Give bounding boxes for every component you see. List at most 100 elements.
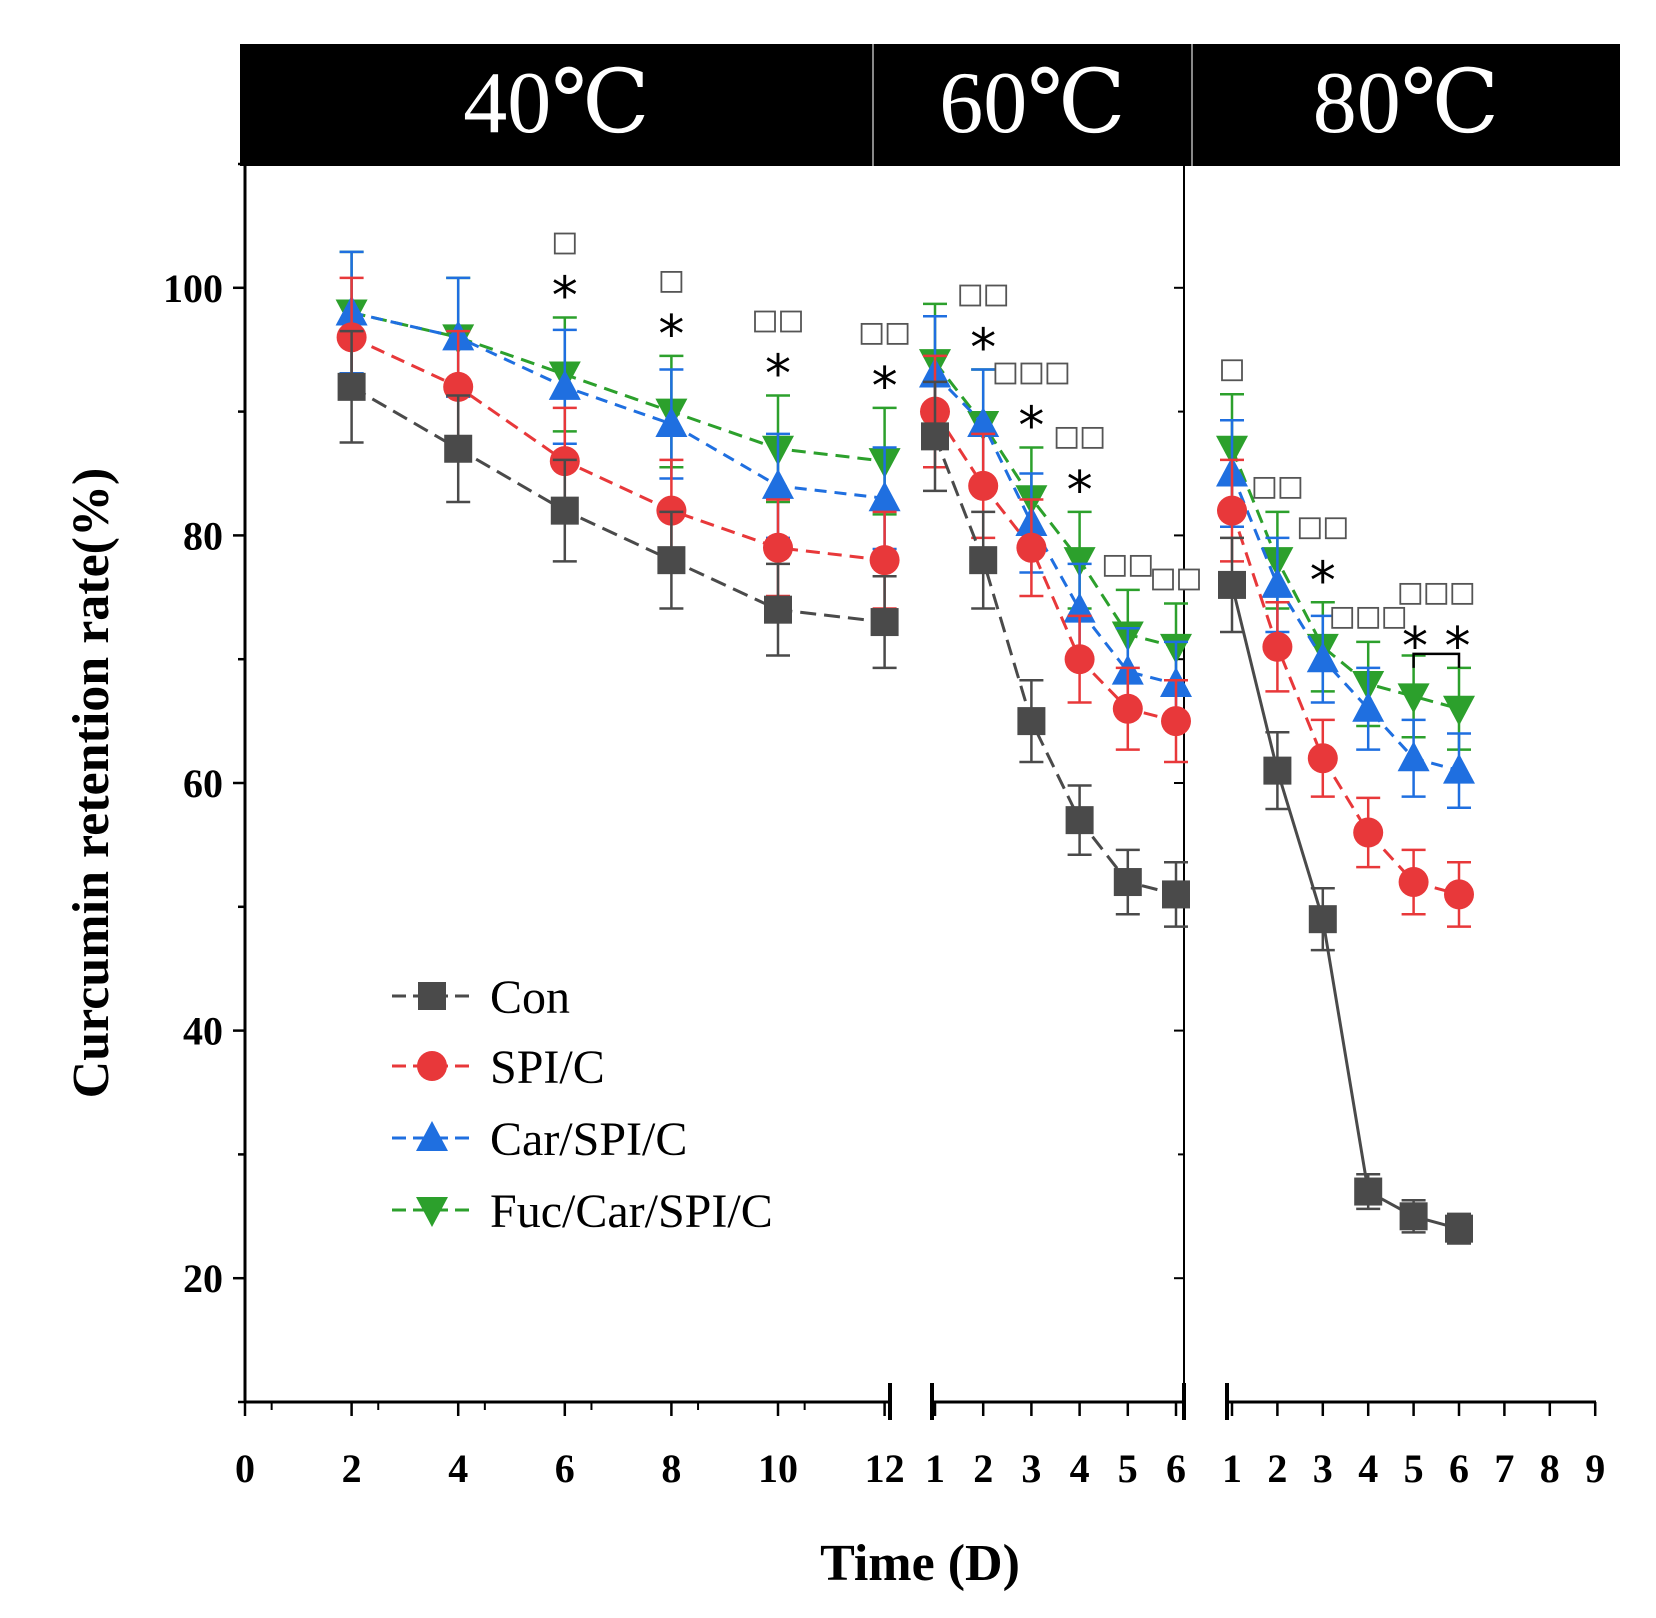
x-tick-label: 4	[1070, 1446, 1090, 1491]
data-point	[1161, 706, 1191, 737]
legend-item-con: Con	[392, 971, 570, 1024]
x-tick-label: 2	[1267, 1446, 1287, 1491]
significance-square	[553, 232, 576, 255]
data-point	[1354, 1177, 1383, 1206]
significance-square	[1279, 476, 1302, 499]
significance-star: *	[1310, 551, 1336, 611]
legend-label: SPI/C	[490, 1041, 605, 1094]
x-tick-label: 3	[1313, 1446, 1333, 1491]
y-tick-label: 80	[183, 513, 223, 558]
significance-square	[754, 310, 776, 333]
significance-square	[1383, 606, 1406, 629]
data-point	[1397, 683, 1430, 714]
y-axis: 20 40 60 80 100 Curcumin retention rate(%)	[63, 162, 247, 1404]
series-con	[1218, 536, 1473, 1245]
x-tick-label: 1	[925, 1446, 945, 1491]
significance-square	[994, 362, 1017, 385]
data-point	[967, 406, 1000, 437]
series-con	[921, 380, 1190, 928]
data-point	[1307, 743, 1338, 774]
y-tick-label: 20	[183, 1256, 223, 1301]
y-tick-label: 40	[183, 1009, 223, 1054]
significance-star: *	[552, 267, 578, 327]
data-point	[1112, 693, 1143, 724]
series-line	[1230, 510, 1460, 896]
significance-square	[1399, 582, 1422, 605]
x-tick-label: 0	[235, 1446, 255, 1491]
significance-square	[660, 270, 683, 293]
significance-star: *	[765, 345, 791, 405]
series-line	[1230, 584, 1460, 1231]
x-tick-label: 6	[1449, 1446, 1469, 1491]
data-point	[548, 369, 581, 400]
x-tick-label: 5	[1404, 1446, 1424, 1491]
data-point	[1262, 631, 1293, 662]
series-line	[351, 311, 885, 500]
panel-1-annotations: * * *	[959, 284, 1200, 591]
legend-label: Con	[490, 971, 570, 1024]
data-point	[870, 608, 899, 637]
data-point	[763, 532, 793, 563]
data-point	[1064, 644, 1095, 675]
data-point	[1397, 741, 1430, 772]
significance-square	[1324, 517, 1347, 540]
data-point	[1306, 642, 1339, 673]
x-tick-label: 6	[555, 1446, 575, 1491]
series-line	[933, 435, 1177, 896]
data-point	[337, 372, 366, 401]
legend-marker	[418, 982, 446, 1010]
panel-0-data	[335, 250, 901, 670]
header-label-0: 40℃	[463, 55, 649, 152]
legend-item-fuc-car-spi-c: Fuc/Car/SPI/C	[392, 1185, 773, 1238]
data-point	[550, 496, 579, 525]
significance-square	[1357, 606, 1380, 629]
header-label-1: 60℃	[939, 55, 1125, 152]
x-tick-label: 8	[1540, 1446, 1560, 1491]
data-point	[1263, 756, 1292, 785]
legend-label: Car/SPI/C	[490, 1113, 687, 1166]
significance-square	[1178, 568, 1200, 591]
x-tick-label: 10	[758, 1446, 798, 1491]
legend-label: Fuc/Car/SPI/C	[490, 1185, 773, 1238]
data-point	[764, 595, 792, 624]
data-point	[1444, 879, 1474, 910]
data-point	[1443, 753, 1475, 784]
data-point	[1261, 567, 1294, 598]
data-point	[1162, 880, 1190, 909]
x-tick-label: 2	[342, 1446, 362, 1491]
data-point	[1017, 707, 1046, 736]
panel-1-data	[919, 302, 1192, 928]
temperature-header: 40℃ 60℃ 80℃	[240, 44, 1620, 166]
significance-square	[959, 284, 982, 307]
data-point	[1063, 547, 1096, 578]
series-line	[933, 361, 1177, 649]
x-tick-label: 2	[973, 1446, 993, 1491]
significance-square	[780, 310, 802, 333]
data-point	[1217, 495, 1247, 526]
data-point	[444, 434, 473, 463]
y-tick-label: 60	[183, 761, 223, 806]
data-point	[655, 406, 688, 437]
significance-square	[1451, 582, 1474, 605]
data-point	[921, 422, 949, 451]
legend-marker	[416, 1121, 448, 1151]
significance-square	[1221, 359, 1243, 382]
legend-item-car-spi-c: Car/SPI/C	[392, 1113, 687, 1166]
data-point	[1353, 817, 1384, 848]
header-bar	[240, 44, 1620, 166]
data-point	[869, 545, 900, 576]
significance-star: * *	[1402, 617, 1471, 677]
significance-square	[1046, 362, 1069, 385]
significance-star: *	[970, 319, 996, 379]
legend-item-spi-c: SPI/C	[392, 1041, 605, 1094]
x-tick-label: 1	[1222, 1446, 1242, 1491]
significance-square	[1081, 426, 1104, 449]
significance-square	[1020, 362, 1043, 385]
significance-star: *	[658, 305, 684, 365]
data-point	[657, 546, 686, 575]
significance-square	[1103, 554, 1126, 577]
x-tick-label: 3	[1021, 1446, 1041, 1491]
data-point	[1445, 1214, 1473, 1243]
